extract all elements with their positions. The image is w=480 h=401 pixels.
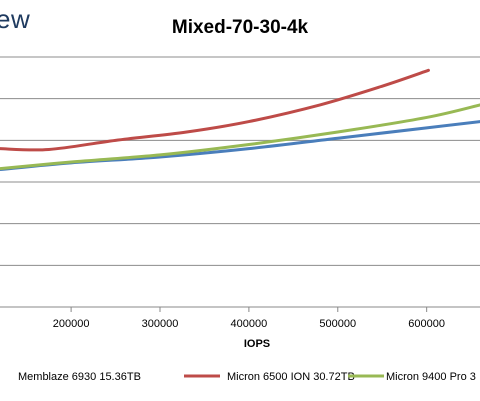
x-tick-label: 300000 bbox=[142, 318, 179, 330]
legend: Memblaze 6930 15.36TB Micron 6500 ION 30.… bbox=[18, 371, 476, 383]
series-line-3 bbox=[0, 103, 480, 171]
legend-label-3: Micron 9400 Pro 3 bbox=[386, 371, 476, 383]
series-line-2 bbox=[0, 68, 430, 152]
x-axis-ticks: 200000 300000 400000 500000 600000 bbox=[53, 307, 445, 330]
x-tick-label: 600000 bbox=[408, 318, 445, 330]
x-tick-label: 200000 bbox=[53, 318, 90, 330]
x-tick-label: 500000 bbox=[319, 318, 356, 330]
x-axis-title: IOPS bbox=[244, 338, 270, 350]
logo-text: ew bbox=[0, 4, 31, 34]
gridlines bbox=[0, 56, 480, 266]
chart-title: Mixed-70-30-4k bbox=[172, 17, 309, 38]
series-lines bbox=[0, 68, 480, 171]
legend-label-2: Micron 6500 ION 30.72TB bbox=[227, 371, 355, 383]
x-tick-label: 400000 bbox=[231, 318, 268, 330]
legend-label-1: Memblaze 6930 15.36TB bbox=[18, 371, 141, 383]
